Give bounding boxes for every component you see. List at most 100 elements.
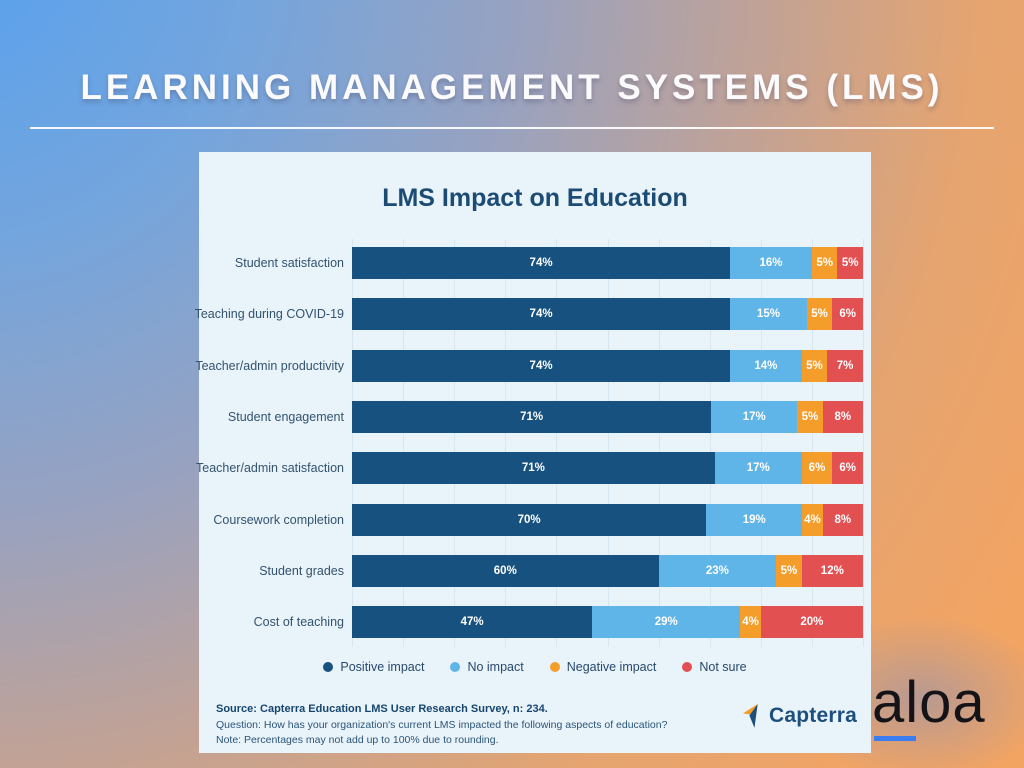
- segment-value: 5%: [816, 257, 833, 269]
- legend-dot: [549, 662, 560, 672]
- bar-segment-negative-impact: 5%: [806, 298, 833, 331]
- segment-value: 47%: [460, 616, 484, 629]
- bar-segment-positive-impact: 74%: [352, 349, 731, 382]
- segment-value: 17%: [746, 462, 770, 475]
- bar-row: Teaching during COVID-19 74% 15% 5% 6%: [195, 298, 863, 331]
- bar-segment-not-sure: 5%: [837, 247, 863, 279]
- aloa-wordmark: aloa: [872, 670, 986, 735]
- stacked-bar: 70% 19% 4% 8%: [352, 503, 863, 536]
- segment-value: 71%: [520, 410, 544, 423]
- bar-segment-no-impact: 29%: [592, 606, 741, 639]
- gridline: [709, 239, 711, 647]
- bar-segment-positive-impact: 70%: [352, 503, 707, 536]
- bar-segment-positive-impact: 71%: [352, 400, 712, 433]
- chart-footnotes: Source: Capterra Education LMS User Rese…: [216, 702, 696, 747]
- stacked-bar: 71% 17% 6% 6%: [352, 452, 863, 485]
- legend-dot: [682, 662, 693, 672]
- category-label: Coursework completion: [213, 512, 344, 527]
- bar-row: Student satisfaction 74% 16% 5% 5%: [235, 247, 863, 279]
- legend-dot: [323, 662, 334, 672]
- segment-value: 19%: [742, 513, 766, 526]
- bar-segment-positive-impact: 74%: [352, 298, 731, 331]
- segment-value: 74%: [529, 308, 553, 321]
- bar-segment-positive-impact: 47%: [352, 606, 593, 639]
- bar-chart: Student satisfaction 74% 16% 5% 5% Teaching d…: [195, 239, 864, 647]
- chart-panel: LMS Impact on Education Student satisfac…: [195, 152, 871, 753]
- category-label: Teacher/admin productivity: [195, 358, 344, 373]
- bar-segment-not-sure: 8%: [822, 503, 863, 536]
- category-label: Cost of teaching: [253, 615, 344, 630]
- bar-segment-no-impact: 15%: [730, 298, 807, 331]
- chart-legend: Positive impact No impact Negative impact N…: [199, 660, 871, 674]
- stacked-bar: 60% 23% 5% 12%: [352, 554, 863, 587]
- segment-value: 74%: [529, 257, 553, 269]
- stacked-bar: 71% 17% 5% 8%: [352, 400, 863, 433]
- bar-segment-negative-impact: 4%: [802, 503, 823, 536]
- stacked-bar: 74% 14% 5% 7%: [352, 349, 863, 382]
- segment-value: 7%: [836, 359, 854, 372]
- bar-segment-negative-impact: 5%: [776, 554, 802, 587]
- bar-segment-negative-impact: 5%: [797, 400, 823, 433]
- bar-segment-negative-impact: 5%: [801, 349, 828, 382]
- segment-value: 5%: [780, 564, 798, 577]
- segment-value: 12%: [820, 564, 844, 577]
- gridline: [454, 239, 456, 647]
- segment-value: 8%: [834, 513, 852, 526]
- segment-value: 23%: [705, 564, 729, 577]
- category-label: Student engagement: [227, 409, 344, 424]
- legend-item: No impact: [450, 660, 524, 674]
- category-label: Student satisfaction: [234, 256, 344, 270]
- segment-value: 16%: [759, 257, 783, 269]
- segment-value: 6%: [839, 462, 856, 475]
- bar-row: Teacher/admin productivity 74% 14% 5% 7%: [195, 349, 863, 382]
- bar-segment-not-sure: 7%: [827, 349, 863, 382]
- capterra-icon: [743, 704, 758, 728]
- bar-row: Student grades 60% 23% 5% 12%: [259, 554, 863, 587]
- bar-segment-positive-impact: 74%: [352, 247, 731, 279]
- segment-value: 5%: [806, 359, 823, 372]
- capterra-logo: Capterra: [743, 704, 857, 728]
- segment-value: 71%: [521, 462, 545, 475]
- gridline: [658, 239, 660, 647]
- segment-value: 29%: [654, 616, 678, 629]
- gridline: [811, 239, 813, 647]
- bar-segment-positive-impact: 60%: [352, 554, 659, 587]
- gridline: [352, 239, 353, 647]
- stacked-bar: 74% 16% 5% 5%: [352, 247, 863, 279]
- segment-value: 5%: [801, 410, 819, 423]
- bar-segment-negative-impact: 4%: [740, 606, 761, 639]
- segment-value: 5%: [811, 308, 828, 321]
- bar-row: Teacher/admin satisfaction 71% 17% 6% 6%: [196, 452, 863, 485]
- legend-dot: [450, 662, 461, 672]
- gridline: [760, 239, 762, 647]
- capterra-wordmark: Capterra: [769, 704, 857, 727]
- bar-segment-no-impact: 17%: [714, 452, 802, 485]
- segment-value: 4%: [804, 513, 821, 526]
- gridline: [505, 239, 507, 647]
- segment-value: 8%: [834, 410, 852, 423]
- gridline: [607, 239, 609, 647]
- gridline: [403, 239, 405, 647]
- bar-segment-positive-impact: 71%: [352, 452, 715, 485]
- legend-item: Negative impact: [549, 660, 656, 674]
- bar-segment-not-sure: 20%: [760, 606, 863, 639]
- aloa-logo: aloa: [872, 674, 986, 741]
- source-note: Source: Capterra Education LMS User Rese…: [216, 703, 548, 715]
- rounding-note: Note: Percentages may not add up to 100%…: [216, 733, 499, 746]
- bar-segment-not-sure: 12%: [801, 554, 863, 587]
- segment-value: 60%: [493, 564, 517, 577]
- legend-label: Not sure: [699, 660, 747, 674]
- gridline: [556, 239, 558, 647]
- category-label: Teaching during COVID-19: [194, 307, 344, 322]
- bar-segment-no-impact: 23%: [658, 554, 777, 587]
- bar-segment-not-sure: 6%: [832, 452, 863, 485]
- stacked-bar: 74% 15% 5% 6%: [352, 298, 863, 331]
- bar-segment-no-impact: 19%: [706, 503, 803, 536]
- legend-item: Positive impact: [323, 660, 424, 674]
- segment-value: 17%: [742, 410, 766, 423]
- segment-value: 20%: [800, 616, 824, 629]
- bar-segment-no-impact: 14%: [730, 349, 802, 382]
- segment-value: 4%: [742, 616, 759, 629]
- aloa-underline: [874, 736, 916, 741]
- legend-item: Not sure: [682, 660, 747, 674]
